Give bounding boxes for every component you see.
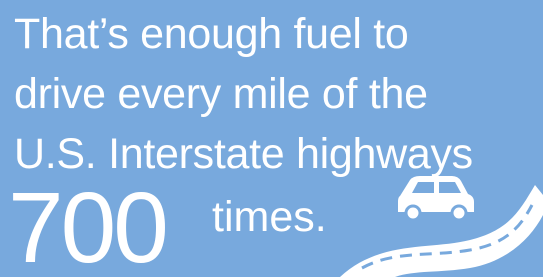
illustration [0,0,543,277]
car-icon [398,176,474,220]
infographic-card: That’s enough fuel to drive every mile o… [0,0,543,277]
